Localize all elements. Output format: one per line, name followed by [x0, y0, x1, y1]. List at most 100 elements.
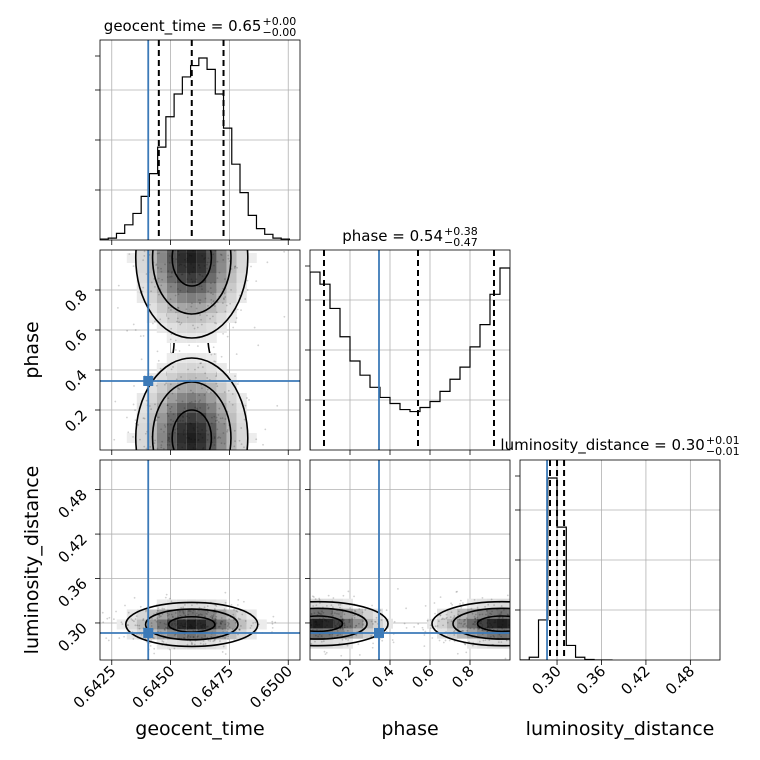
sample-point [209, 640, 212, 642]
sample-point [210, 635, 213, 638]
density-cell [207, 503, 217, 513]
sample-point [176, 241, 178, 243]
sample-point [453, 614, 456, 617]
sample-point [186, 257, 189, 260]
density-cell [176, 609, 187, 620]
sample-point [523, 618, 525, 620]
sample-point [525, 619, 527, 621]
sample-point [235, 353, 238, 356]
sample-point [243, 451, 245, 453]
sample-point [189, 610, 192, 613]
sample-point [199, 642, 202, 645]
density-cell [196, 263, 207, 273]
sample-point [462, 602, 464, 604]
sample-point [182, 625, 185, 628]
sample-point [224, 637, 226, 639]
sample-point [209, 469, 211, 471]
sample-point [134, 618, 137, 620]
sample-point [179, 468, 181, 470]
sample-point [202, 217, 204, 219]
sample-point [525, 622, 527, 624]
density-cell [206, 283, 217, 293]
sample-point [178, 264, 181, 267]
sample-point [342, 594, 345, 597]
sample-point [245, 247, 247, 249]
sample-point [201, 366, 204, 368]
sample-point [364, 608, 367, 611]
density-cell [196, 293, 207, 303]
x-tick-label: 0.8 [448, 662, 478, 692]
x-tick-label: 0.6475 [187, 662, 237, 712]
sample-point [176, 623, 178, 626]
density-cell [196, 313, 207, 323]
sample-point [206, 388, 209, 391]
sample-point [286, 598, 288, 600]
sample-point [267, 624, 269, 626]
sample-point [168, 597, 171, 600]
sample-point [374, 620, 377, 623]
sample-point [512, 622, 514, 624]
sample-point [541, 627, 543, 629]
density-cell [146, 263, 157, 273]
density-cell [487, 598, 497, 609]
density-cell [206, 443, 217, 450]
x-tick-label: 0.6425 [70, 662, 120, 712]
sample-point [197, 194, 199, 196]
sample-point [336, 612, 338, 615]
density-cell [157, 503, 167, 513]
sample-point [206, 495, 208, 497]
density-cell [126, 619, 137, 630]
sample-point [114, 400, 117, 403]
sample-point [200, 457, 202, 459]
sample-point [296, 637, 298, 639]
sample-point [217, 485, 219, 487]
density-cell [333, 598, 343, 609]
y-tick-label: 0.30 [54, 619, 90, 655]
density-cell [237, 223, 247, 233]
sample-point [184, 230, 186, 232]
sample-point [186, 316, 189, 319]
sample-point [405, 626, 408, 629]
sample-point [183, 636, 185, 639]
sample-point [136, 247, 138, 249]
sample-point [249, 218, 251, 220]
sample-point [215, 611, 218, 614]
sample-point [180, 322, 183, 324]
density-cell [186, 303, 197, 313]
sample-point [268, 628, 270, 630]
sample-point [310, 613, 313, 615]
sample-point [156, 416, 159, 419]
panel-content [100, 194, 300, 513]
sample-point [188, 273, 191, 276]
density-cell [206, 599, 217, 610]
sample-point [246, 279, 249, 282]
sample-point [276, 648, 278, 650]
sample-point [169, 275, 171, 278]
sample-point [323, 617, 325, 620]
sample-point [575, 635, 577, 637]
sample-point [162, 479, 164, 481]
sample-point [533, 615, 535, 617]
sample-point [195, 278, 198, 281]
sample-point [370, 634, 373, 637]
sample-point [463, 620, 465, 623]
density-cell [166, 403, 177, 413]
sample-point [210, 231, 212, 233]
density-cell [196, 273, 207, 283]
sample-point [125, 450, 127, 452]
sample-point [184, 421, 187, 424]
sample-point [493, 636, 496, 638]
density-cell [187, 463, 197, 473]
sample-point [236, 308, 239, 311]
sample-point [497, 641, 500, 644]
sample-point [204, 456, 206, 458]
sample-point [232, 618, 235, 621]
sample-point [278, 624, 280, 626]
sample-point [530, 618, 532, 620]
sample-point [302, 627, 304, 629]
sample-point [213, 436, 216, 438]
sample-point [277, 207, 279, 209]
sample-point [187, 209, 189, 211]
density-cell [137, 223, 147, 233]
sample-point [175, 258, 178, 261]
